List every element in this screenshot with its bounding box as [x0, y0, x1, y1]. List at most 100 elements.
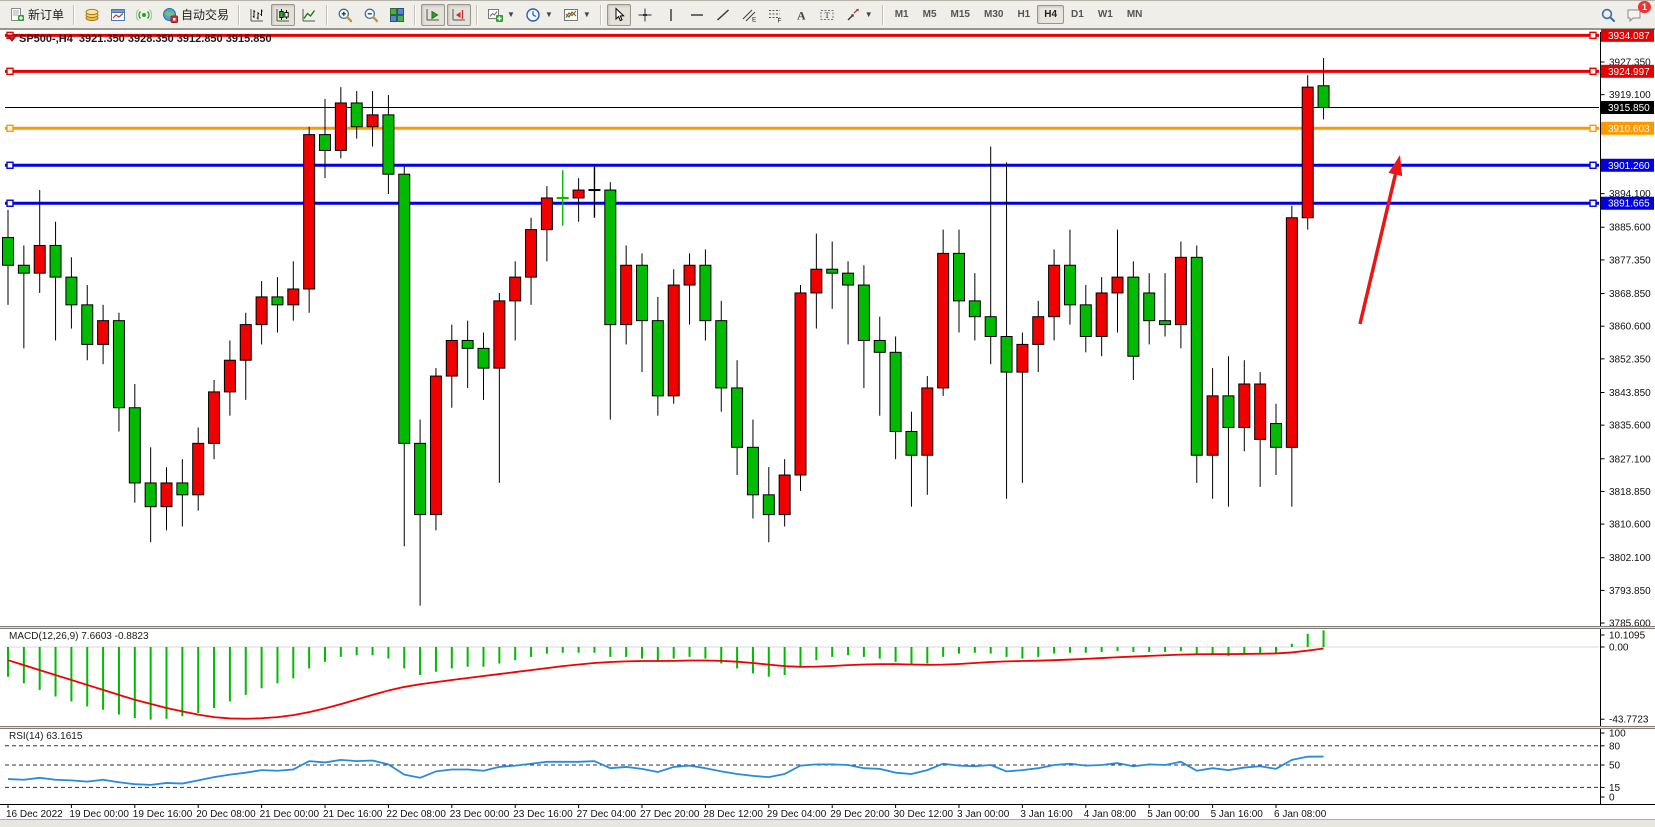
chart-shift-icon	[452, 8, 466, 20]
tf-w1-button[interactable]: W1	[1097, 9, 1113, 20]
tf-m15-button[interactable]: M15	[950, 9, 970, 20]
tf-h4-button[interactable]: H4	[1037, 5, 1065, 24]
toolbar-group-windows: ▼ ▼ ▼	[482, 2, 596, 28]
zoom-out-button[interactable]	[359, 4, 383, 26]
toolbar-button-label: 新订单	[28, 8, 65, 22]
tile-windows-icon	[390, 7, 405, 22]
svg-text:3927.350: 3927.350	[1609, 58, 1651, 69]
label-icon: T	[820, 9, 834, 20]
search-button[interactable]	[1596, 4, 1620, 26]
tf-m1-button[interactable]: M1	[894, 9, 909, 20]
candlestick-button[interactable]	[271, 3, 296, 26]
svg-text:16 Dec 2022: 16 Dec 2022	[6, 809, 63, 820]
market-watch-button[interactable]	[80, 4, 104, 26]
symbol-title: SP500-,H4 3921.350 3928.350 3912.850 391…	[19, 33, 272, 45]
svg-text:22 Dec 08:00: 22 Dec 08:00	[386, 809, 446, 820]
svg-text:10.1095: 10.1095	[1609, 631, 1646, 642]
tf-h1-button[interactable]: H1	[1017, 9, 1031, 20]
signals-button[interactable]	[132, 4, 156, 26]
one-click-trading-icon[interactable]	[5, 34, 19, 42]
tf-d1-button[interactable]: D1	[1071, 9, 1084, 20]
svg-text:A: A	[797, 8, 806, 22]
notifications-button[interactable]: 1	[1622, 1, 1651, 26]
svg-text:3810.600: 3810.600	[1609, 520, 1651, 531]
tf-m30-button[interactable]: M30	[983, 9, 1004, 20]
svg-text:4 Jan 08:00: 4 Jan 08:00	[1084, 809, 1137, 820]
toolbar-group-timeframes: M1 M5 M15 M30 H1 H4 D1 W1 MN	[888, 2, 1150, 28]
macd-signal-line	[7, 647, 1324, 720]
new-order-button[interactable]: 新订单	[5, 3, 68, 26]
toolbar-group-zoom	[332, 2, 410, 28]
toolbar-separator	[326, 4, 329, 25]
price-badge	[1601, 64, 1654, 78]
toolbar-group-chart-type	[244, 2, 322, 28]
auto-scroll-button[interactable]	[421, 3, 446, 26]
zoom-in-button[interactable]	[333, 4, 357, 26]
price-axis[interactable]: 3927.350 3919.100 3894.100 3885.600 3877.350…	[1600, 29, 1655, 804]
channel-button[interactable]: E	[737, 4, 761, 26]
svg-text:27 Dec 04:00: 27 Dec 04:00	[577, 809, 637, 820]
new-chart-button[interactable]: ▼	[483, 4, 519, 26]
fibonacci-button[interactable]: F	[763, 4, 787, 26]
arrows-button[interactable]: ▼	[841, 4, 877, 26]
svg-text:T: T	[824, 10, 830, 20]
svg-text:80: 80	[1609, 741, 1621, 752]
line-chart-icon	[302, 8, 316, 21]
trend-arrow[interactable]	[1358, 174, 1398, 325]
dropdown-caret-icon: ▼	[864, 10, 873, 19]
svg-text:3885.600: 3885.600	[1609, 223, 1651, 234]
periods-button[interactable]: ▼	[521, 4, 557, 26]
line-chart-button[interactable]	[297, 4, 321, 26]
toolbar-separator	[238, 4, 241, 25]
dropdown-caret-icon: ▼	[507, 10, 515, 19]
svg-text:0: 0	[1609, 793, 1615, 804]
tf-m5-button[interactable]: M5	[922, 9, 937, 20]
label-button[interactable]: T	[815, 4, 839, 26]
trendline-button[interactable]	[711, 4, 735, 26]
new-order-icon	[11, 7, 24, 21]
chart-shift-button[interactable]	[447, 3, 472, 26]
svg-text:3868.850: 3868.850	[1609, 289, 1651, 300]
cursor-icon	[615, 6, 625, 21]
cursor-button[interactable]	[606, 3, 631, 26]
toolbar-group-draw: E F A T ▼	[606, 2, 878, 28]
tf-mn-button[interactable]: MN	[1126, 9, 1143, 20]
hline-icon	[690, 13, 703, 16]
svg-text:6 Jan 08:00: 6 Jan 08:00	[1274, 809, 1327, 820]
crosshair-button[interactable]	[633, 4, 657, 26]
svg-text:3919.100: 3919.100	[1609, 90, 1651, 101]
price-badge	[1601, 196, 1654, 210]
svg-text:3924.997: 3924.997	[1608, 67, 1650, 78]
svg-text:19 Dec 16:00: 19 Dec 16:00	[133, 809, 193, 820]
templates-button[interactable]: ▼	[559, 4, 595, 26]
autotrading-icon	[163, 7, 179, 23]
price-badge	[1601, 158, 1654, 172]
svg-text:3894.100: 3894.100	[1609, 189, 1651, 200]
svg-text:3934.087: 3934.087	[1608, 31, 1650, 42]
hline-button[interactable]	[685, 4, 709, 26]
zoom-in-icon	[338, 8, 353, 22]
svg-text:3852.350: 3852.350	[1609, 354, 1651, 365]
toolbar-separator	[881, 4, 884, 25]
notification-badge: 1	[1637, 1, 1651, 13]
svg-text:29 Dec 04:00: 29 Dec 04:00	[767, 809, 827, 820]
indicators-icon	[563, 8, 578, 21]
tile-windows-button[interactable]	[385, 4, 409, 26]
chart-window-button[interactable]	[106, 4, 130, 26]
bar-chart-button[interactable]	[245, 4, 269, 26]
search-icon	[1601, 8, 1615, 22]
autotrading-button[interactable]: 自动交易	[158, 3, 233, 26]
svg-text:28 Dec 12:00: 28 Dec 12:00	[703, 809, 763, 820]
time-axis[interactable]: 16 Dec 2022 19 Dec 00:00 19 Dec 16:00 20 De…	[0, 804, 1655, 820]
signal-icon	[136, 8, 153, 21]
svg-text:3877.350: 3877.350	[1609, 255, 1651, 266]
chart-background	[0, 29, 1655, 827]
svg-text:23 Dec 00:00: 23 Dec 00:00	[450, 809, 510, 820]
svg-text:-43.7723: -43.7723	[1609, 715, 1649, 726]
svg-text:3860.600: 3860.600	[1609, 322, 1651, 333]
text-button[interactable]: A	[789, 4, 813, 26]
vline-button[interactable]	[659, 4, 683, 26]
chart-canvas[interactable]: 3927.350 3919.100 3894.100 3885.600 3877.350…	[0, 29, 1655, 827]
market-watch-icon	[85, 8, 99, 21]
